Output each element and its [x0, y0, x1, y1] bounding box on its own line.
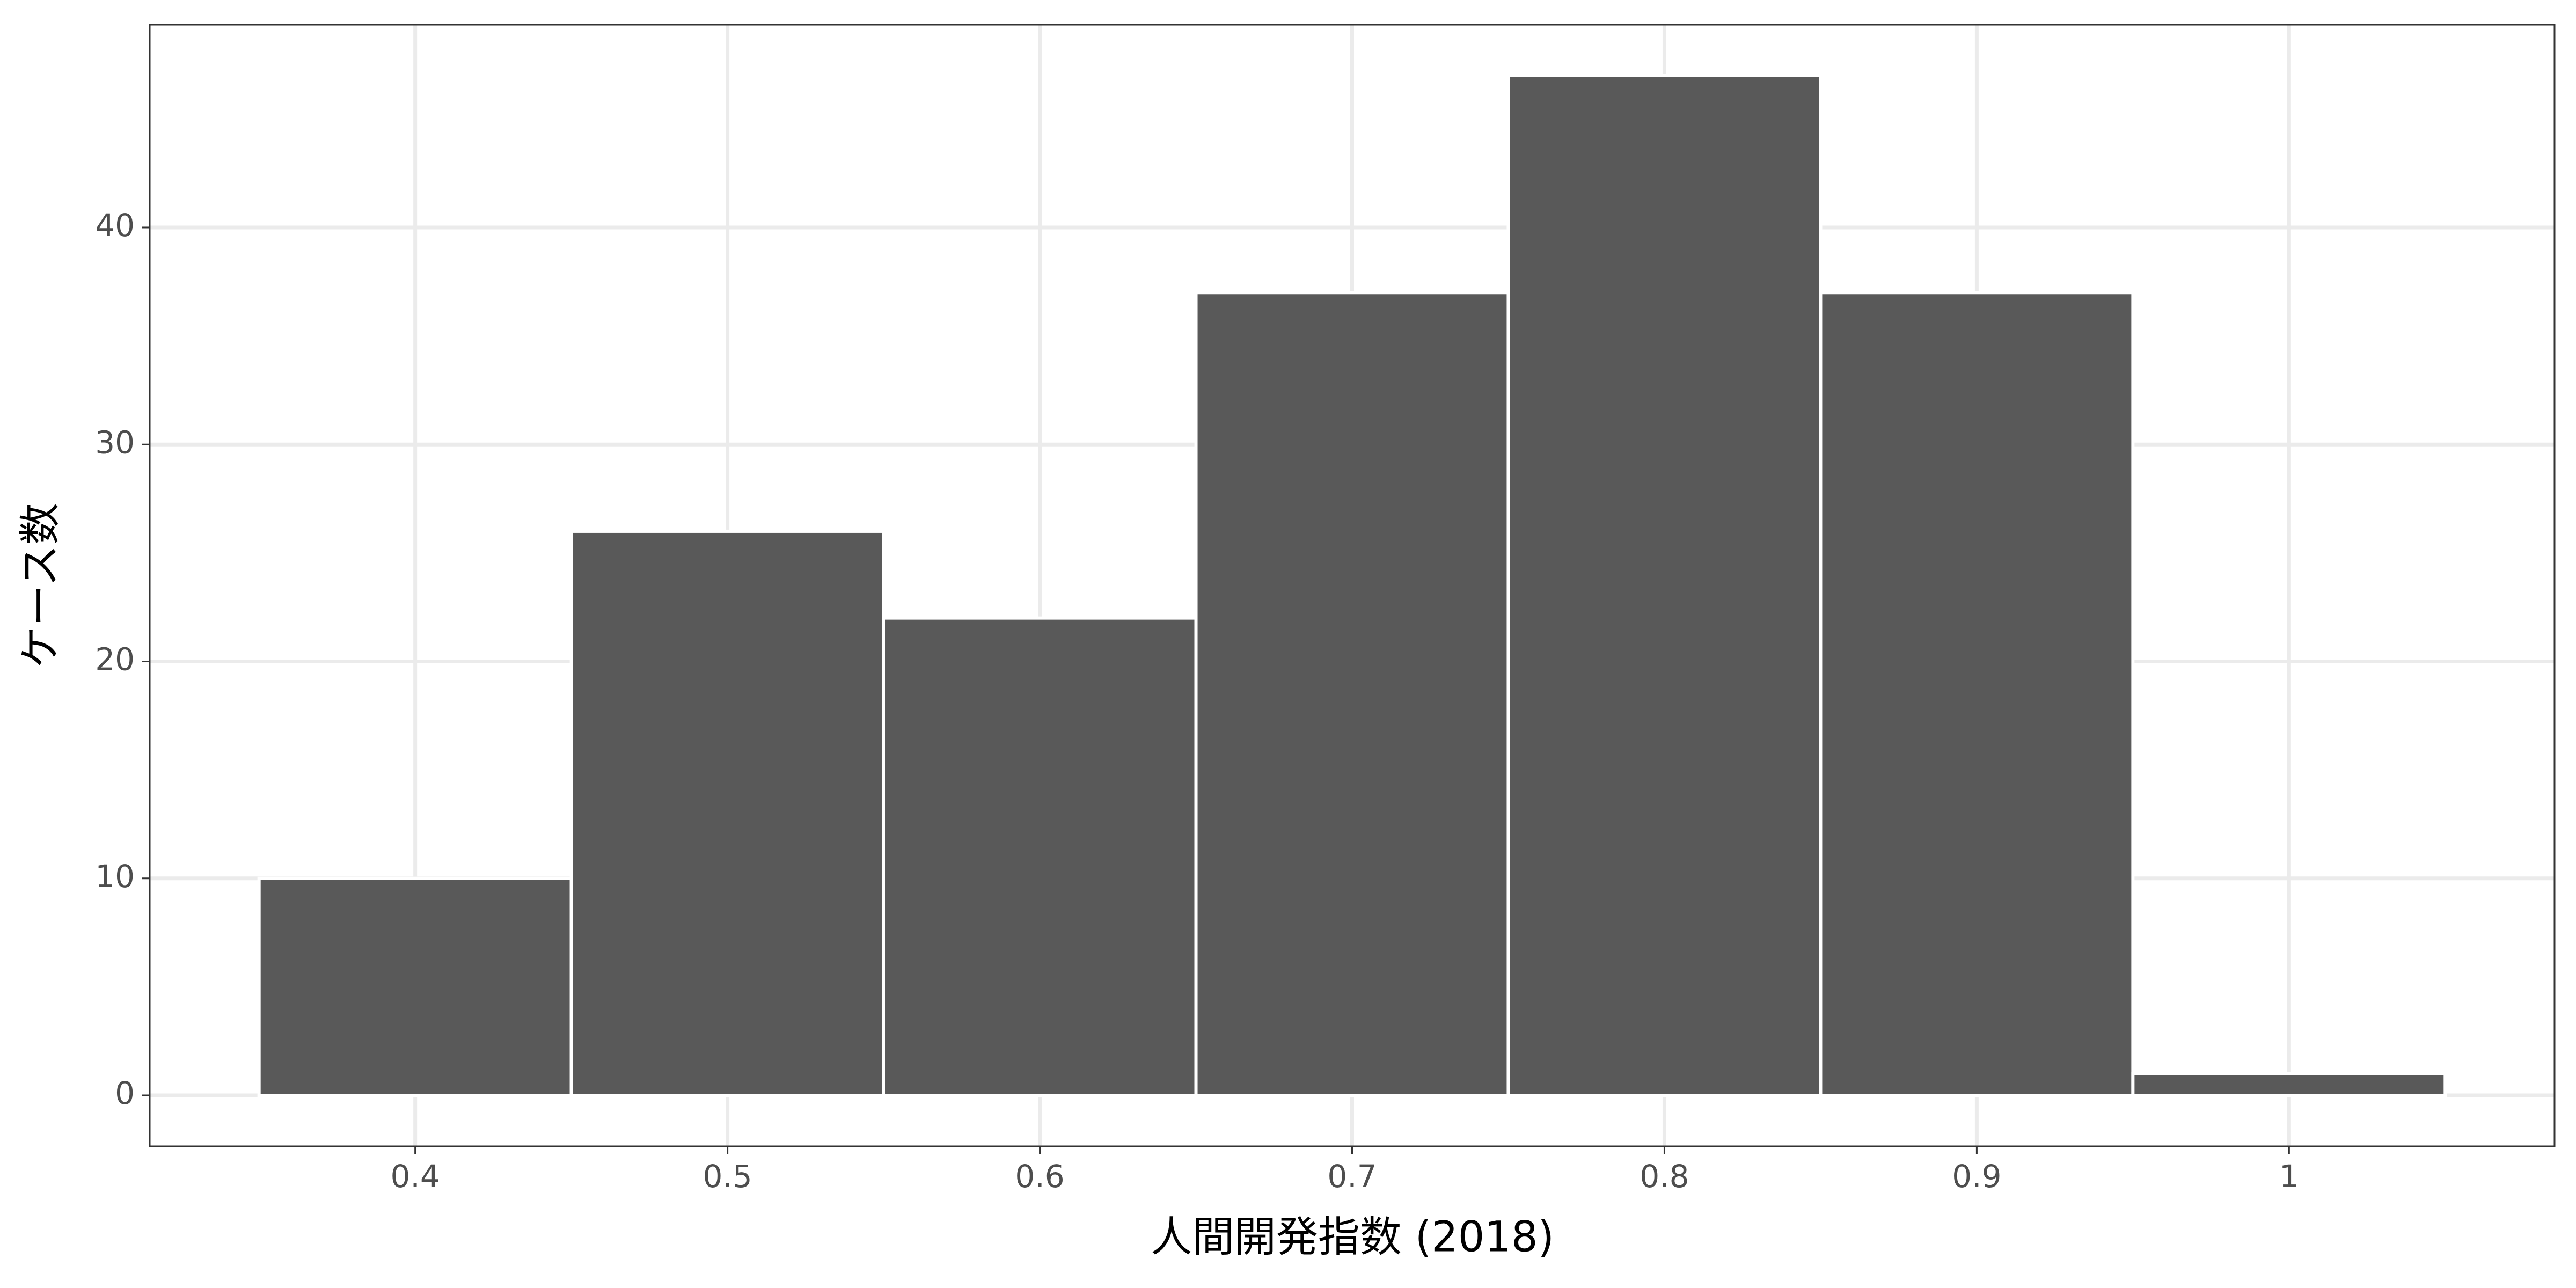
bar: [257, 876, 573, 1097]
y-tick-label: 20: [95, 641, 135, 678]
x-tick-label: 0.4: [391, 1158, 440, 1195]
bar: [882, 616, 1198, 1097]
x-tick-label: 0.6: [1015, 1158, 1064, 1195]
bar: [1194, 291, 1510, 1097]
y-axis-title: ケース数: [16, 503, 64, 668]
x-tick-label: 0.8: [1640, 1158, 1689, 1195]
panel-border: [149, 24, 2556, 1147]
y-tick-label: 30: [95, 424, 135, 460]
bar: [1506, 74, 1823, 1097]
y-tick-label: 0: [115, 1075, 135, 1111]
x-axis-title: 人間開発指数 (2018): [1151, 1213, 1554, 1261]
y-tick-label: 40: [95, 207, 135, 244]
bar: [569, 529, 885, 1097]
x-tick-label: 0.5: [702, 1158, 752, 1195]
bar: [2131, 1072, 2447, 1097]
x-tick-label: 1: [2279, 1158, 2299, 1195]
y-tick-label: 10: [95, 858, 135, 895]
x-tick-label: 0.7: [1327, 1158, 1377, 1195]
bar: [1819, 291, 2135, 1097]
x-tick-label: 0.9: [1952, 1158, 2001, 1195]
